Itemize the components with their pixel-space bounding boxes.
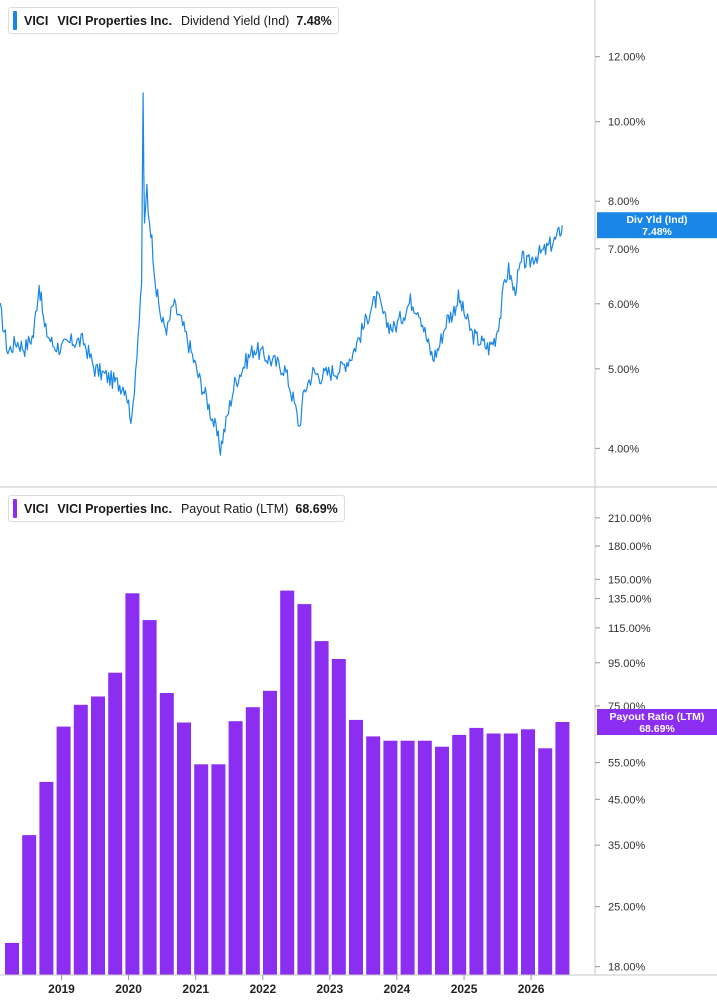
payout-bar: [39, 781, 54, 975]
yield-badge-value: 7.48%: [642, 226, 672, 238]
x-tick-label: 2024: [383, 982, 410, 996]
dividend-yield-line: [0, 92, 563, 456]
payout-series-swatch: [13, 499, 17, 518]
payout-y-tick-label: 35.00%: [608, 840, 646, 852]
payout-bar: [5, 942, 19, 975]
x-tick-label: 2025: [451, 982, 478, 996]
yield-legend-ticker: VICI: [24, 13, 49, 28]
payout-bar: [331, 659, 346, 975]
payout-y-tick-label: 180.00%: [608, 541, 652, 553]
yield-badge-label: Div Yld (Ind): [626, 214, 687, 226]
payout-legend-value: 68.69%: [295, 501, 338, 516]
yield-y-tick-label: 12.00%: [608, 52, 646, 64]
yield-y-tick-label: 10.00%: [608, 117, 646, 129]
yield-y-tick-label: 4.00%: [608, 443, 639, 455]
yield-current-badge: Div Yld (Ind)7.48%: [597, 212, 717, 239]
x-tick-label: 2019: [48, 982, 75, 996]
payout-bar: [228, 721, 243, 975]
payout-bar: [521, 729, 535, 975]
payout-bar: [194, 764, 209, 975]
payout-bar: [400, 740, 415, 975]
payout-bar: [452, 734, 467, 975]
payout-bar: [108, 672, 123, 975]
payout-bar: [245, 707, 260, 975]
payout-bar: [417, 740, 432, 975]
payout-legend-metric: Payout Ratio (LTM): [180, 501, 289, 516]
yield-y-tick-label: 8.00%: [608, 196, 639, 208]
yield-legend-value: 7.48%: [296, 13, 332, 28]
yield-badge-bg: [597, 212, 717, 239]
payout-bar: [177, 722, 191, 975]
payout-bar: [125, 593, 140, 975]
payout-bar: [280, 590, 295, 975]
payout-badge-value: 68.69%: [639, 723, 675, 735]
payout-y-tick-label: 135.00%: [608, 594, 652, 606]
payout-bar: [159, 693, 174, 975]
payout-bar: [349, 719, 363, 975]
payout-bar: [555, 722, 570, 975]
payout-bar: [211, 764, 226, 975]
payout-legend-company: VICI Properties Inc.: [57, 501, 172, 516]
x-tick-label: 2021: [182, 982, 209, 996]
yield-y-tick-label: 5.00%: [608, 364, 639, 376]
payout-bar: [73, 704, 88, 975]
yield-y-tick-label: 7.00%: [608, 244, 639, 256]
payout-y-tick-label: 150.00%: [608, 574, 652, 586]
payout-y-tick-label: 18.00%: [608, 962, 646, 974]
payout-bar: [469, 727, 484, 975]
plot-layer: [0, 92, 570, 975]
x-tick-label: 2023: [316, 982, 343, 996]
payout-y-tick-label: 115.00%: [608, 623, 651, 635]
payout-bar: [314, 641, 329, 975]
payout-bar: [435, 746, 449, 975]
payout-y-tick-label: 45.00%: [608, 794, 646, 806]
payout-bar: [56, 726, 71, 975]
x-tick-label: 2026: [518, 982, 545, 996]
payout-bar: [383, 740, 398, 975]
yield-legend-metric: Dividend Yield (Ind): [180, 13, 290, 28]
payout-bar: [366, 736, 381, 975]
payout-legend: VICI VICI Properties Inc. Payout Ratio (…: [8, 495, 345, 522]
payout-y-tick-label: 25.00%: [608, 902, 646, 914]
payout-badge-label: Payout Ratio (LTM): [610, 711, 705, 723]
yield-series-swatch: [13, 11, 17, 30]
payout-bar: [91, 696, 105, 975]
payout-y-tick-label: 95.00%: [608, 658, 646, 670]
x-tick-label: 2022: [249, 982, 276, 996]
payout-bar: [297, 604, 312, 975]
payout-y-tick-label: 55.00%: [608, 758, 646, 770]
payout-y-tick-label: 210.00%: [608, 513, 652, 525]
yield-y-tick-label: 6.00%: [608, 299, 639, 311]
payout-current-badge: Payout Ratio (LTM)68.69%: [597, 709, 717, 736]
badge-layer: Div Yld (Ind)7.48% Payout Ratio (LTM)68.6…: [597, 212, 717, 736]
x-tick-label: 2020: [115, 982, 142, 996]
payout-badge-bg: [597, 709, 717, 736]
payout-bar: [486, 733, 501, 975]
payout-bar: [538, 748, 553, 975]
yield-legend-company: VICI Properties Inc.: [57, 13, 172, 28]
payout-bar: [142, 620, 157, 975]
payout-bar: [503, 733, 518, 975]
payout-bar: [263, 690, 277, 975]
payout-bar: [22, 835, 37, 975]
payout-legend-ticker: VICI: [24, 501, 49, 516]
yield-legend: VICI VICI Properties Inc. Dividend Yield…: [8, 7, 339, 34]
